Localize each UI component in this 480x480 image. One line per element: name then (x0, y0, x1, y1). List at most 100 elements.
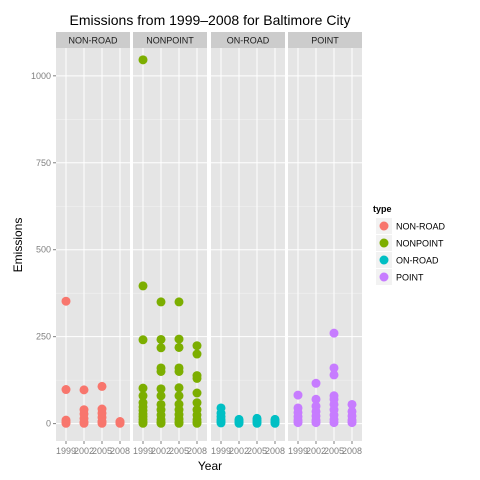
x-tick-label: 2008 (265, 446, 285, 456)
data-point-nonpoint (192, 341, 202, 351)
data-point-point (347, 399, 357, 409)
data-point-on-road (216, 418, 226, 428)
x-tick-label: 2002 (306, 446, 326, 456)
legend-label: POINT (396, 273, 424, 283)
data-point-nonpoint (138, 55, 148, 65)
legend-key-non-road (379, 221, 389, 231)
legend-key-nonpoint (379, 238, 389, 248)
data-point-nonpoint (156, 391, 166, 401)
data-point-nonpoint (192, 418, 202, 428)
x-tick-label: 2005 (247, 446, 267, 456)
data-point-nonpoint (174, 334, 184, 344)
data-point-point (329, 328, 339, 338)
data-point-on-road (234, 418, 244, 428)
legend: NON-ROAD NONPOINT ON-ROAD POINT (376, 218, 445, 285)
legend-key-on-road (379, 255, 389, 265)
x-axis-title: Year (198, 459, 222, 473)
data-point-nonpoint (138, 391, 148, 401)
data-point-nonpoint (138, 383, 148, 393)
data-point-point (311, 418, 321, 428)
x-tick-label: 2002 (229, 446, 249, 456)
x-tick-label: 2008 (110, 446, 130, 456)
data-point-nonpoint (174, 391, 184, 401)
data-point-nonpoint (192, 349, 202, 359)
facet-strip-label: POINT (311, 36, 339, 46)
facet-strip (211, 32, 285, 48)
data-point-nonpoint (156, 343, 166, 353)
facet-strip (133, 32, 207, 48)
facet-strip-label: ON-ROAD (227, 36, 270, 46)
data-point-nonpoint (156, 297, 166, 307)
data-point-nonpoint (156, 384, 166, 394)
data-point-point (311, 394, 321, 404)
x-tick-label: 2005 (169, 446, 189, 456)
y-tick-label: 500 (36, 245, 51, 255)
data-point-point (311, 378, 321, 388)
legend-title: type (373, 204, 392, 214)
data-point-nonpoint (192, 388, 202, 398)
panel-background (211, 48, 285, 441)
facet-strip-label: NON-ROAD (69, 36, 118, 46)
facet-strip (56, 32, 130, 48)
panel-background (288, 48, 362, 441)
data-point-nonpoint (138, 418, 148, 428)
data-point-nonpoint (174, 383, 184, 393)
data-point-point (347, 418, 357, 428)
x-tick-label: 2002 (151, 446, 171, 456)
y-tick-label: 250 (36, 332, 51, 342)
x-tick-label: 2002 (74, 446, 94, 456)
y-tick-label: 750 (36, 158, 51, 168)
data-point-non-road (79, 418, 89, 428)
x-tick-label: 1999 (211, 446, 231, 456)
data-point-nonpoint (174, 342, 184, 352)
data-point-nonpoint (156, 366, 166, 376)
y-axis-title: Emissions (11, 218, 25, 273)
data-point-nonpoint (156, 418, 166, 428)
legend-key-point (379, 272, 389, 282)
data-point-point (293, 418, 303, 428)
x-tick-label: 1999 (133, 446, 153, 456)
data-point-nonpoint (174, 297, 184, 307)
x-tick-label: 1999 (56, 446, 76, 456)
data-point-nonpoint (156, 334, 166, 344)
x-tick-label: 2008 (342, 446, 362, 456)
y-axis: 0 250 500 750 1000 (31, 71, 56, 429)
data-point-point (329, 418, 339, 428)
facet-strip (288, 32, 362, 48)
data-point-non-road (79, 385, 89, 395)
data-point-nonpoint (174, 366, 184, 376)
data-point-point (293, 390, 303, 400)
x-tick-label: 2005 (324, 446, 344, 456)
legend-label: NON-ROAD (396, 222, 445, 232)
data-point-on-road (270, 418, 280, 428)
data-point-non-road (61, 296, 71, 306)
chart-title: Emissions from 1999–2008 for Baltimore C… (70, 12, 351, 28)
x-tick-label: 1999 (288, 446, 308, 456)
data-point-nonpoint (192, 373, 202, 383)
facet-strip-label: NONPOINT (146, 36, 194, 46)
y-tick-label: 1000 (31, 71, 51, 81)
legend-label: NONPOINT (396, 239, 444, 249)
data-point-non-road (97, 381, 107, 391)
x-tick-label: 2008 (187, 446, 207, 456)
x-tick-label: 2005 (92, 446, 112, 456)
data-point-point (329, 370, 339, 380)
data-point-non-road (97, 418, 107, 428)
legend-label: ON-ROAD (396, 256, 439, 266)
data-point-non-road (61, 418, 71, 428)
y-tick-label: 0 (46, 419, 51, 429)
panel-background (56, 48, 130, 441)
data-point-non-road (61, 385, 71, 395)
data-point-nonpoint (138, 281, 148, 291)
data-point-nonpoint (174, 418, 184, 428)
data-point-nonpoint (192, 398, 202, 408)
data-point-nonpoint (138, 335, 148, 345)
facet-panels: NON-ROAD1999200220052008NONPOINT19992002… (56, 32, 362, 456)
data-point-on-road (252, 418, 262, 428)
